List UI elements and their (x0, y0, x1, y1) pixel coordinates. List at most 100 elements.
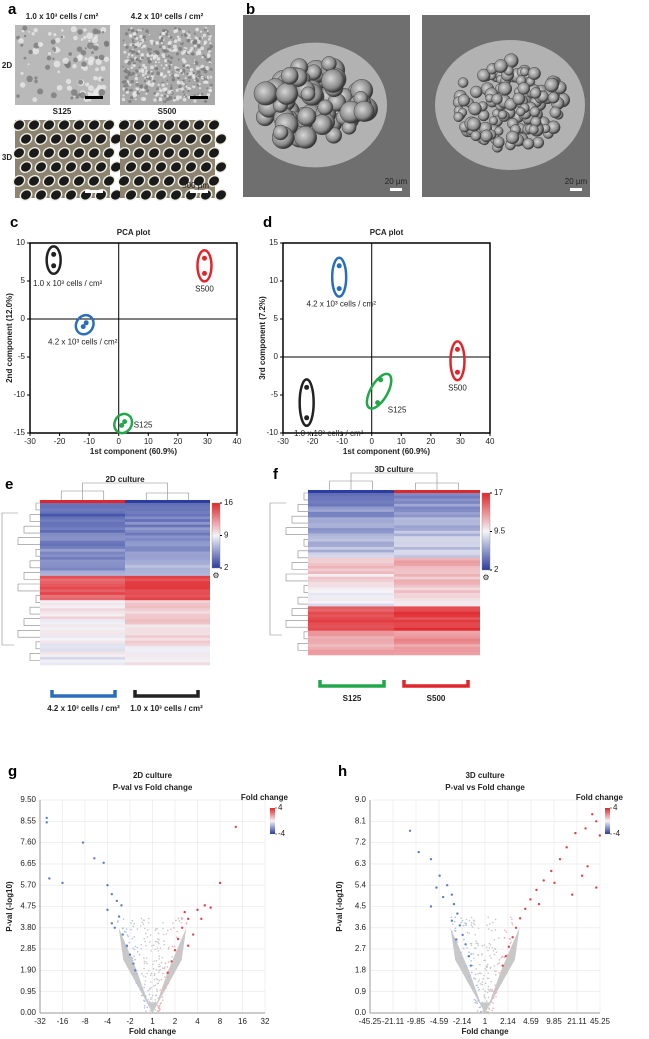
volcano-point (584, 827, 587, 830)
y-tick-label: 8.1 (355, 816, 367, 825)
heatmap-row (40, 508, 125, 512)
background-dot (159, 989, 162, 991)
cell-blob (209, 75, 213, 79)
cell-blob (131, 54, 134, 57)
cell-blob (139, 34, 144, 39)
cluster-ring (298, 378, 315, 428)
spheroid-cell (516, 106, 526, 117)
cell-blob (187, 89, 190, 93)
microwell (34, 160, 48, 174)
cell-blob (171, 71, 174, 73)
volcano-point (438, 874, 441, 877)
background-dot (463, 938, 465, 941)
cell-blob (158, 45, 162, 49)
background-dot (481, 1010, 483, 1013)
cell-blob (153, 79, 156, 83)
heatmap-row (40, 616, 125, 620)
cell-blob (160, 93, 164, 97)
background-dot (493, 965, 496, 967)
background-dot (154, 994, 157, 997)
cell-blob (95, 67, 99, 72)
volcano-point (93, 857, 96, 860)
background-dot (484, 959, 487, 962)
heatmap-row (125, 505, 210, 509)
background-dot (160, 1002, 162, 1004)
heatmap-row (40, 638, 125, 641)
heatmap-row (308, 638, 394, 642)
background-dot (477, 989, 480, 991)
background-dot (150, 996, 152, 999)
background-dot (170, 928, 172, 931)
cell-blob (122, 94, 125, 97)
x-tick-label: -9.85 (407, 1017, 426, 1026)
background-dot (141, 921, 144, 924)
volcano-point (514, 926, 518, 929)
heatmap-row (308, 544, 394, 548)
cell-blob (94, 55, 99, 60)
background-dot (175, 919, 177, 922)
colorbar (270, 808, 275, 834)
row-label: 2D (2, 61, 12, 70)
cell-blob (130, 27, 133, 30)
cell-blob (195, 77, 200, 82)
cell-blob (172, 48, 176, 52)
heatmap-row (394, 625, 480, 629)
volcano-point (417, 850, 420, 854)
cell-blob (204, 80, 208, 84)
heatmap-row (40, 559, 125, 563)
background-dot (131, 937, 133, 940)
background-dot (475, 1001, 478, 1003)
x-tick-label: 20 (426, 437, 435, 446)
cell-blob (47, 32, 52, 36)
volcano-point (441, 895, 445, 899)
cell-blob (205, 58, 209, 62)
volcano-point (121, 933, 124, 936)
background-dot (494, 990, 496, 992)
microwell (124, 188, 138, 202)
cell-blob (27, 63, 30, 66)
background-dot (484, 967, 486, 970)
cell-blob (131, 43, 135, 47)
cluster-label: 4.2 x 10³ cells / cm² (48, 338, 118, 347)
background-dot (491, 946, 494, 949)
background-dot (163, 940, 165, 942)
cell-blob (209, 41, 212, 45)
cell-blob (132, 92, 136, 96)
pca-point (122, 419, 128, 425)
heatmap-row (125, 581, 210, 585)
colorbar-tick-label: 16 (224, 498, 233, 507)
heatmap-row (40, 581, 125, 585)
background-dot (489, 988, 492, 991)
background-dot (163, 967, 166, 970)
cell-blob (183, 49, 187, 53)
heatmap-row (125, 519, 210, 523)
x-tick-label: -4.59 (430, 1017, 449, 1026)
microwell (12, 174, 26, 188)
background-dot (485, 946, 488, 948)
heatmap-row (308, 598, 394, 602)
volcano-point (186, 944, 190, 947)
background-dot (178, 950, 180, 952)
background-dot (470, 924, 473, 926)
background-dot (480, 1002, 482, 1005)
heatmap-row (125, 527, 210, 531)
heatmap-row (40, 562, 125, 566)
volcano-point (558, 857, 562, 861)
cell-blob (52, 57, 55, 60)
cell-blob (147, 47, 151, 52)
cell-blob (165, 55, 168, 58)
cell-blob (178, 46, 183, 51)
heatmap-row (308, 633, 394, 637)
background-dot (171, 945, 174, 948)
background-dot (159, 968, 162, 971)
background-dot (180, 916, 183, 919)
background-dot (125, 928, 128, 930)
background-dot (150, 1010, 153, 1012)
background-dot (454, 927, 457, 929)
microwell (34, 132, 48, 146)
volcano-point (408, 829, 412, 832)
microwell (132, 118, 146, 132)
background-dot (158, 957, 161, 960)
background-dot (465, 965, 468, 967)
cell-blob (135, 36, 139, 41)
